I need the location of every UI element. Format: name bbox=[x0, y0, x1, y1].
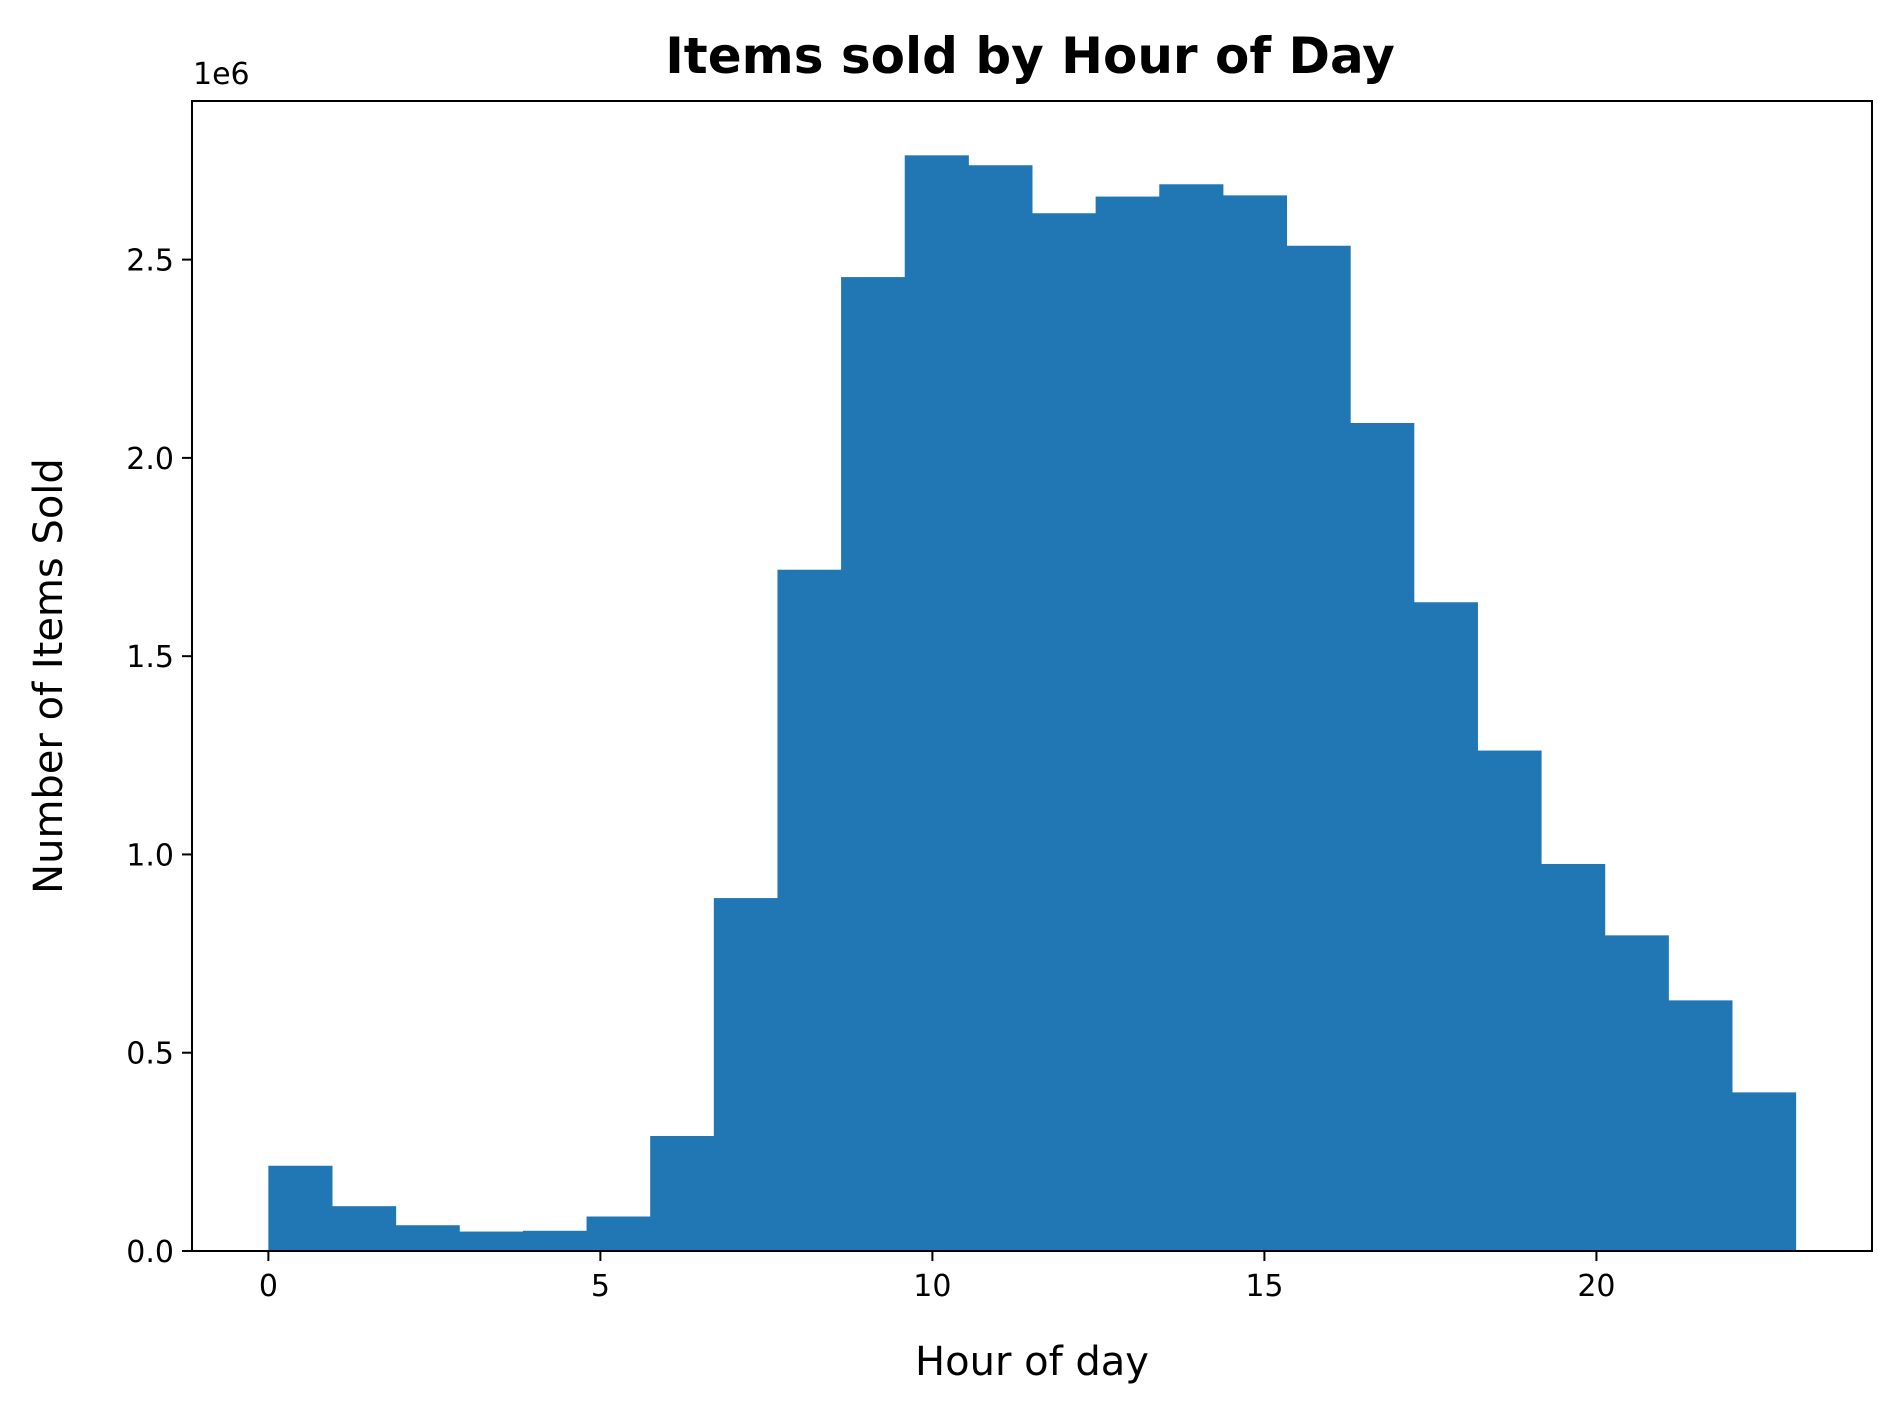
y-tick-label: 2.0 bbox=[126, 442, 174, 477]
histogram-bar bbox=[777, 569, 842, 1251]
histogram-bar bbox=[1541, 863, 1606, 1251]
histogram-bar bbox=[1413, 602, 1478, 1251]
y-axis-label: Number of Items Sold bbox=[26, 458, 72, 894]
histogram-bar bbox=[1477, 750, 1542, 1251]
histogram-bar bbox=[586, 1216, 651, 1251]
x-tick-label: 15 bbox=[1245, 1269, 1283, 1304]
histogram-bar bbox=[904, 155, 969, 1251]
histogram-bar bbox=[1604, 935, 1669, 1251]
histogram-bar bbox=[459, 1231, 524, 1251]
histogram-bar bbox=[713, 898, 778, 1251]
plot-area-frame bbox=[191, 100, 1873, 1252]
histogram-bar bbox=[395, 1225, 460, 1251]
bars-group bbox=[268, 155, 1797, 1252]
y-tick-label: 1.0 bbox=[126, 838, 174, 873]
histogram-bar bbox=[1668, 1000, 1733, 1251]
x-axis-ticks: 0 5 10 15 20 bbox=[259, 1251, 1616, 1304]
y-tick-label: 1.5 bbox=[126, 640, 174, 675]
histogram-bar bbox=[1732, 1092, 1797, 1251]
histogram-bar bbox=[1350, 423, 1415, 1251]
chart-title: Items sold by Hour of Day bbox=[665, 27, 1395, 85]
histogram-bar bbox=[968, 165, 1033, 1252]
x-tick-label: 10 bbox=[913, 1269, 951, 1304]
histogram-bar bbox=[522, 1230, 588, 1251]
histogram-bar bbox=[1095, 196, 1160, 1251]
histogram-bar bbox=[1032, 213, 1097, 1252]
y-axis-offset-label: 1e6 bbox=[193, 57, 250, 92]
histogram-bar bbox=[1159, 184, 1224, 1251]
histogram-bar bbox=[650, 1136, 715, 1251]
x-tick-label: 5 bbox=[591, 1269, 610, 1304]
histogram-bar bbox=[841, 277, 906, 1251]
histogram-bar bbox=[1286, 245, 1351, 1251]
histogram-bar bbox=[331, 1206, 397, 1251]
y-tick-label: 0.0 bbox=[126, 1235, 174, 1270]
histogram-bar bbox=[268, 1165, 333, 1251]
x-tick-label: 0 bbox=[259, 1269, 278, 1304]
x-axis-label: Hour of day bbox=[915, 1339, 1149, 1385]
y-axis-ticks: 0.0 0.5 1.0 1.5 2.0 2.5 bbox=[126, 244, 192, 1270]
y-tick-label: 2.5 bbox=[126, 244, 174, 279]
histogram-bar bbox=[1222, 195, 1288, 1252]
x-tick-label: 20 bbox=[1577, 1269, 1615, 1304]
y-tick-label: 0.5 bbox=[126, 1037, 174, 1072]
